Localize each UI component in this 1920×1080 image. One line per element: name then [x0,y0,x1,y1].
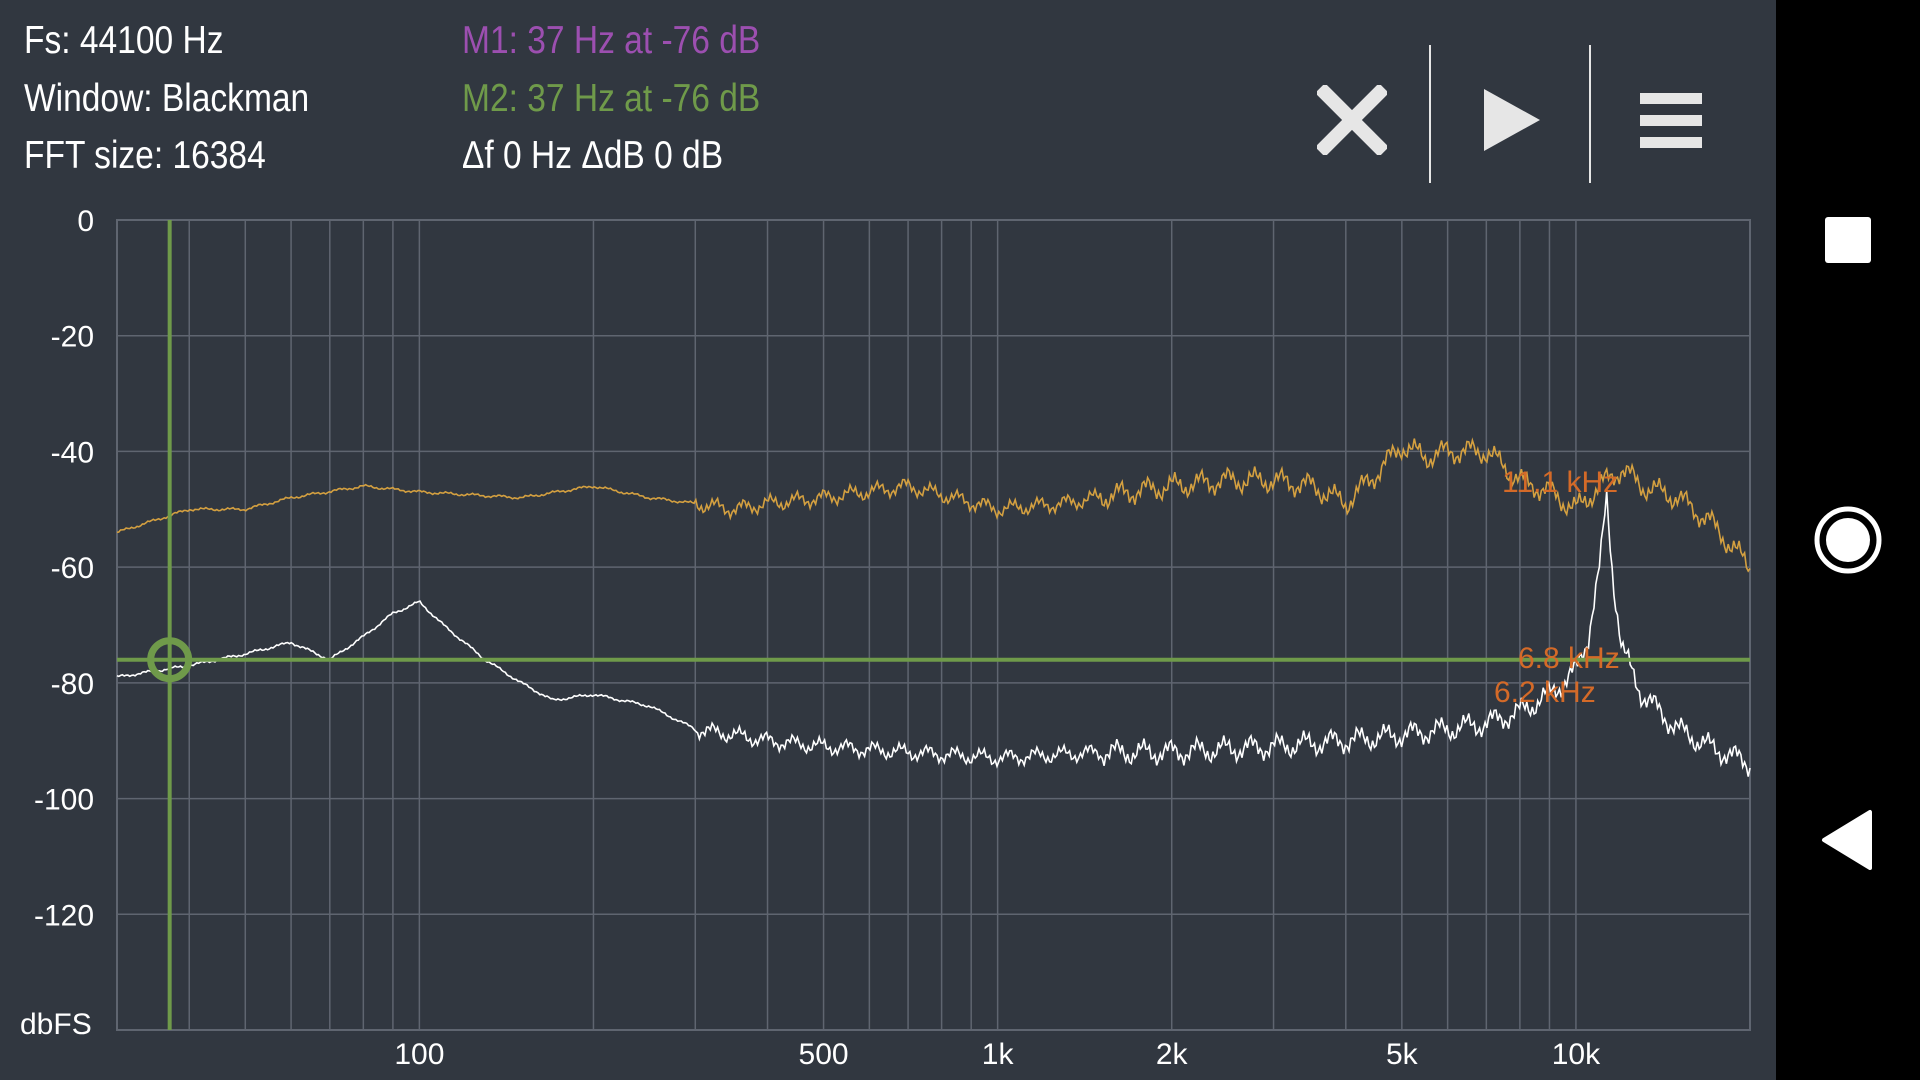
square-icon [1825,217,1871,263]
x-tick-label: 100 [394,1038,444,1071]
x-tick-label: 1k [982,1038,1015,1071]
marker1-readout: M1: 37 Hz at -76 dB [462,19,761,62]
plot-frame [116,219,1751,1031]
circle-icon [1814,506,1882,574]
close-icon [1317,85,1387,155]
frequency-marker[interactable] [117,220,1750,1030]
delta-readout: Δf 0 Hz ΔdB 0 dB [462,134,724,177]
x-tick-label: 500 [799,1038,849,1071]
window-type-text: Window: Blackman [24,77,310,120]
peak-frequency-label: 11.1 kHz [1502,466,1618,499]
y-axis-labels: 0 -20 -40 -60 -80 -100 -120 [34,205,94,932]
y-tick-label: -40 [51,436,94,469]
y-tick-label: -120 [34,899,94,932]
toolbar-divider [1589,45,1591,183]
x-tick-label: 2k [1156,1038,1189,1071]
toolbar-divider [1429,45,1431,183]
spectrum-analyzer-app: Fs: 44100 Hz Window: Blackman FFT size: … [0,0,1776,1080]
chart-grid [116,219,1751,1031]
spectrum-series-line [116,437,1751,573]
spectrum-chart[interactable]: 0 -20 -40 -60 -80 -100 -120 100 500 1k 2k 5k 10k db… [0,0,1776,1080]
sample-rate-text: Fs: 44100 Hz [24,19,224,62]
y-tick-label: -80 [51,668,94,701]
y-axis-unit-label: dbFS [20,1008,92,1041]
y-tick-label: 0 [77,205,94,238]
back-button[interactable] [1812,804,1884,876]
spectrum-traces [116,437,1751,777]
play-button[interactable] [1436,55,1586,185]
y-tick-label: -20 [51,321,94,354]
y-tick-label: -100 [34,784,94,817]
recents-button[interactable] [1812,204,1884,276]
y-tick-label: -60 [51,552,94,585]
menu-button[interactable] [1596,55,1746,185]
marker-handle [147,637,193,683]
fft-size-text: FFT size: 16384 [24,134,266,177]
x-axis-labels: 100 500 1k 2k 5k 10k [394,1038,1601,1071]
close-button[interactable] [1277,55,1427,185]
peak-frequency-label: 6.2 kHz [1494,676,1596,709]
menu-icon [1640,93,1702,148]
marker2-readout: M2: 37 Hz at -76 dB [462,77,761,120]
spectrum-series-line [116,490,1751,777]
triangle-back-icon [1822,810,1872,870]
x-tick-label: 10k [1552,1038,1601,1071]
peak-frequency-label: 6.8 kHz [1518,642,1620,675]
home-button[interactable] [1812,504,1884,576]
x-tick-label: 5k [1386,1038,1419,1071]
play-icon [1484,89,1540,151]
